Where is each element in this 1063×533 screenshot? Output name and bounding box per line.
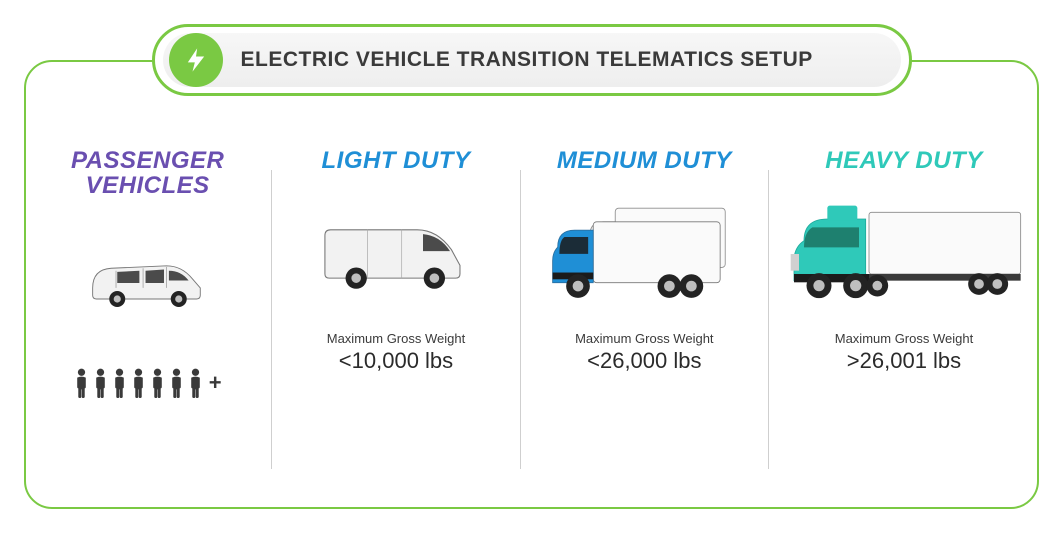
person-icon: [188, 368, 203, 398]
spec-value: >26,001 lbs: [847, 348, 961, 374]
person-icon: [169, 368, 184, 398]
category-title: MEDIUM DUTY: [557, 148, 732, 173]
category-passenger: PASSENGERVEHICLES +: [24, 130, 271, 509]
spec-label: Maximum Gross Weight: [835, 331, 973, 346]
box_truck_pair-icon: [531, 185, 758, 325]
person-icon: [74, 368, 89, 398]
passenger-count-icons: +: [74, 368, 222, 398]
category-columns: PASSENGERVEHICLES +LIGHT DUTY Maximum Gr…: [24, 130, 1039, 509]
category-medium: MEDIUM DUTY Maximum Gross Weight <26,000 …: [521, 130, 768, 509]
category-heavy: HEAVY DUTY Maximum Gross Weight >26,001 l…: [769, 130, 1039, 509]
title-pill-inner: ELECTRIC VEHICLE TRANSITION TELEMATICS S…: [163, 33, 901, 87]
cargo_van-icon: [282, 185, 509, 325]
person-icon: [131, 368, 146, 398]
category-title: LIGHT DUTY: [321, 148, 470, 173]
category-title: PASSENGERVEHICLES: [71, 148, 224, 198]
lightning-icon: [169, 33, 223, 87]
van-icon: [34, 210, 261, 350]
semi-icon: [779, 185, 1029, 325]
plus-suffix: +: [209, 370, 222, 396]
spec-value: <26,000 lbs: [587, 348, 701, 374]
title-pill: ELECTRIC VEHICLE TRANSITION TELEMATICS S…: [152, 24, 912, 96]
category-title: HEAVY DUTY: [825, 148, 982, 173]
person-icon: [93, 368, 108, 398]
infographic-title: ELECTRIC VEHICLE TRANSITION TELEMATICS S…: [241, 48, 813, 72]
person-icon: [150, 368, 165, 398]
spec-label: Maximum Gross Weight: [575, 331, 713, 346]
category-light: LIGHT DUTY Maximum Gross Weight <10,000 l…: [272, 130, 519, 509]
spec-label: Maximum Gross Weight: [327, 331, 465, 346]
spec-value: <10,000 lbs: [339, 348, 453, 374]
person-icon: [112, 368, 127, 398]
